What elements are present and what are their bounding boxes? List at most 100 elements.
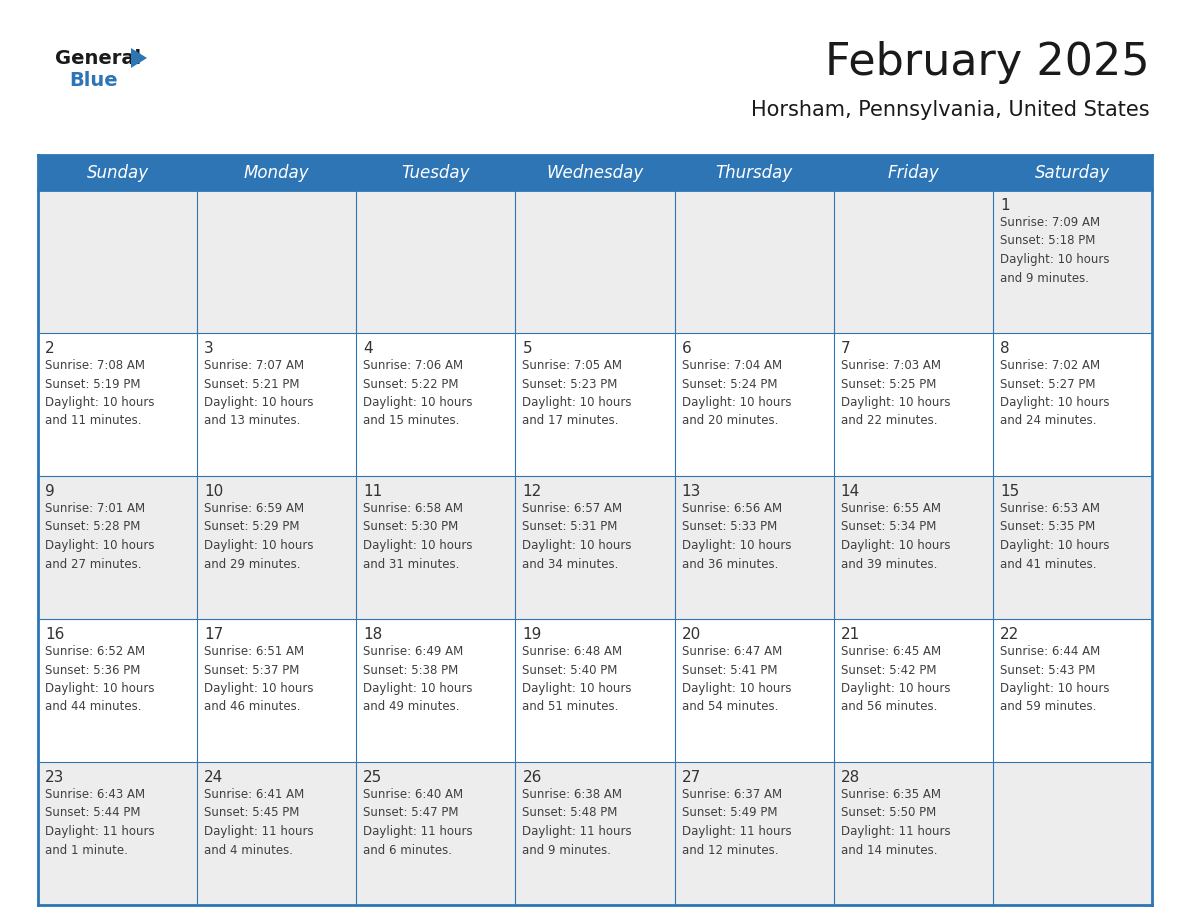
Text: Horsham, Pennsylvania, United States: Horsham, Pennsylvania, United States	[751, 100, 1150, 120]
Bar	[516, 619, 675, 762]
Text: 21: 21	[841, 627, 860, 642]
Bar	[38, 155, 197, 190]
Polygon shape	[131, 48, 147, 68]
Text: Sunrise: 6:40 AM
Sunset: 5:47 PM
Daylight: 11 hours
and 6 minutes.: Sunrise: 6:40 AM Sunset: 5:47 PM Dayligh…	[364, 788, 473, 856]
Bar	[356, 762, 516, 905]
Text: 22: 22	[1000, 627, 1019, 642]
Bar	[197, 155, 356, 190]
Bar	[38, 190, 197, 333]
Bar	[197, 333, 356, 476]
Text: 3: 3	[204, 341, 214, 356]
Text: Sunrise: 7:07 AM
Sunset: 5:21 PM
Daylight: 10 hours
and 13 minutes.: Sunrise: 7:07 AM Sunset: 5:21 PM Dayligh…	[204, 359, 314, 428]
Text: 8: 8	[1000, 341, 1010, 356]
Text: Sunrise: 6:48 AM
Sunset: 5:40 PM
Daylight: 10 hours
and 51 minutes.: Sunrise: 6:48 AM Sunset: 5:40 PM Dayligh…	[523, 645, 632, 713]
Bar	[675, 476, 834, 619]
Text: Sunrise: 6:41 AM
Sunset: 5:45 PM
Daylight: 11 hours
and 4 minutes.: Sunrise: 6:41 AM Sunset: 5:45 PM Dayligh…	[204, 788, 314, 856]
Text: Sunrise: 6:55 AM
Sunset: 5:34 PM
Daylight: 10 hours
and 39 minutes.: Sunrise: 6:55 AM Sunset: 5:34 PM Dayligh…	[841, 502, 950, 570]
Text: February 2025: February 2025	[826, 40, 1150, 84]
Text: Sunrise: 6:53 AM
Sunset: 5:35 PM
Daylight: 10 hours
and 41 minutes.: Sunrise: 6:53 AM Sunset: 5:35 PM Dayligh…	[1000, 502, 1110, 570]
Bar	[356, 190, 516, 333]
Bar	[675, 190, 834, 333]
Text: Sunrise: 7:04 AM
Sunset: 5:24 PM
Daylight: 10 hours
and 20 minutes.: Sunrise: 7:04 AM Sunset: 5:24 PM Dayligh…	[682, 359, 791, 428]
Text: 11: 11	[364, 484, 383, 499]
Text: Sunrise: 7:01 AM
Sunset: 5:28 PM
Daylight: 10 hours
and 27 minutes.: Sunrise: 7:01 AM Sunset: 5:28 PM Dayligh…	[45, 502, 154, 570]
Text: Sunrise: 6:59 AM
Sunset: 5:29 PM
Daylight: 10 hours
and 29 minutes.: Sunrise: 6:59 AM Sunset: 5:29 PM Dayligh…	[204, 502, 314, 570]
Bar	[993, 190, 1152, 333]
Bar	[993, 476, 1152, 619]
Bar	[993, 619, 1152, 762]
Text: Sunrise: 6:49 AM
Sunset: 5:38 PM
Daylight: 10 hours
and 49 minutes.: Sunrise: 6:49 AM Sunset: 5:38 PM Dayligh…	[364, 645, 473, 713]
Text: Sunrise: 6:57 AM
Sunset: 5:31 PM
Daylight: 10 hours
and 34 minutes.: Sunrise: 6:57 AM Sunset: 5:31 PM Dayligh…	[523, 502, 632, 570]
Text: General: General	[55, 49, 141, 68]
Text: 23: 23	[45, 770, 64, 785]
Bar	[516, 190, 675, 333]
Text: Sunrise: 7:03 AM
Sunset: 5:25 PM
Daylight: 10 hours
and 22 minutes.: Sunrise: 7:03 AM Sunset: 5:25 PM Dayligh…	[841, 359, 950, 428]
Text: Friday: Friday	[887, 163, 940, 182]
Bar	[834, 619, 993, 762]
Bar	[516, 476, 675, 619]
Text: 18: 18	[364, 627, 383, 642]
Bar	[834, 155, 993, 190]
Text: Sunrise: 7:06 AM
Sunset: 5:22 PM
Daylight: 10 hours
and 15 minutes.: Sunrise: 7:06 AM Sunset: 5:22 PM Dayligh…	[364, 359, 473, 428]
Text: 24: 24	[204, 770, 223, 785]
Text: 19: 19	[523, 627, 542, 642]
Bar	[197, 619, 356, 762]
Bar	[38, 619, 197, 762]
Text: Sunrise: 6:47 AM
Sunset: 5:41 PM
Daylight: 10 hours
and 54 minutes.: Sunrise: 6:47 AM Sunset: 5:41 PM Dayligh…	[682, 645, 791, 713]
Text: 9: 9	[45, 484, 55, 499]
Text: 6: 6	[682, 341, 691, 356]
Text: Sunrise: 6:37 AM
Sunset: 5:49 PM
Daylight: 11 hours
and 12 minutes.: Sunrise: 6:37 AM Sunset: 5:49 PM Dayligh…	[682, 788, 791, 856]
Bar	[356, 476, 516, 619]
Text: 16: 16	[45, 627, 64, 642]
Bar	[516, 762, 675, 905]
Bar	[834, 333, 993, 476]
Bar	[993, 155, 1152, 190]
Text: 2: 2	[45, 341, 55, 356]
Text: Sunrise: 6:43 AM
Sunset: 5:44 PM
Daylight: 11 hours
and 1 minute.: Sunrise: 6:43 AM Sunset: 5:44 PM Dayligh…	[45, 788, 154, 856]
Text: Sunrise: 7:02 AM
Sunset: 5:27 PM
Daylight: 10 hours
and 24 minutes.: Sunrise: 7:02 AM Sunset: 5:27 PM Dayligh…	[1000, 359, 1110, 428]
Bar	[675, 333, 834, 476]
Bar	[675, 155, 834, 190]
Text: Sunday: Sunday	[87, 163, 148, 182]
Text: 5: 5	[523, 341, 532, 356]
Text: 28: 28	[841, 770, 860, 785]
Text: Sunrise: 6:52 AM
Sunset: 5:36 PM
Daylight: 10 hours
and 44 minutes.: Sunrise: 6:52 AM Sunset: 5:36 PM Dayligh…	[45, 645, 154, 713]
Text: 4: 4	[364, 341, 373, 356]
Text: Sunrise: 6:35 AM
Sunset: 5:50 PM
Daylight: 11 hours
and 14 minutes.: Sunrise: 6:35 AM Sunset: 5:50 PM Dayligh…	[841, 788, 950, 856]
Bar	[834, 476, 993, 619]
Bar	[516, 333, 675, 476]
Text: 27: 27	[682, 770, 701, 785]
Text: 20: 20	[682, 627, 701, 642]
Bar	[197, 762, 356, 905]
Text: Sunrise: 6:58 AM
Sunset: 5:30 PM
Daylight: 10 hours
and 31 minutes.: Sunrise: 6:58 AM Sunset: 5:30 PM Dayligh…	[364, 502, 473, 570]
Text: Tuesday: Tuesday	[402, 163, 470, 182]
Text: 13: 13	[682, 484, 701, 499]
Text: 1: 1	[1000, 198, 1010, 213]
Text: 26: 26	[523, 770, 542, 785]
Text: 14: 14	[841, 484, 860, 499]
Text: Sunrise: 6:38 AM
Sunset: 5:48 PM
Daylight: 11 hours
and 9 minutes.: Sunrise: 6:38 AM Sunset: 5:48 PM Dayligh…	[523, 788, 632, 856]
Bar	[197, 190, 356, 333]
Text: 17: 17	[204, 627, 223, 642]
Bar	[356, 619, 516, 762]
Text: Sunrise: 6:56 AM
Sunset: 5:33 PM
Daylight: 10 hours
and 36 minutes.: Sunrise: 6:56 AM Sunset: 5:33 PM Dayligh…	[682, 502, 791, 570]
Text: 12: 12	[523, 484, 542, 499]
Text: Sunrise: 7:08 AM
Sunset: 5:19 PM
Daylight: 10 hours
and 11 minutes.: Sunrise: 7:08 AM Sunset: 5:19 PM Dayligh…	[45, 359, 154, 428]
Bar	[993, 333, 1152, 476]
Bar	[38, 762, 197, 905]
Text: 10: 10	[204, 484, 223, 499]
Text: Sunrise: 6:45 AM
Sunset: 5:42 PM
Daylight: 10 hours
and 56 minutes.: Sunrise: 6:45 AM Sunset: 5:42 PM Dayligh…	[841, 645, 950, 713]
Text: Sunrise: 7:09 AM
Sunset: 5:18 PM
Daylight: 10 hours
and 9 minutes.: Sunrise: 7:09 AM Sunset: 5:18 PM Dayligh…	[1000, 216, 1110, 285]
Text: 15: 15	[1000, 484, 1019, 499]
Bar	[993, 762, 1152, 905]
Bar	[516, 155, 675, 190]
Bar	[38, 476, 197, 619]
Text: 7: 7	[841, 341, 851, 356]
Text: Blue: Blue	[69, 71, 118, 89]
Text: Sunrise: 6:44 AM
Sunset: 5:43 PM
Daylight: 10 hours
and 59 minutes.: Sunrise: 6:44 AM Sunset: 5:43 PM Dayligh…	[1000, 645, 1110, 713]
Text: Sunrise: 6:51 AM
Sunset: 5:37 PM
Daylight: 10 hours
and 46 minutes.: Sunrise: 6:51 AM Sunset: 5:37 PM Dayligh…	[204, 645, 314, 713]
Text: 25: 25	[364, 770, 383, 785]
Bar	[356, 155, 516, 190]
Text: Thursday: Thursday	[715, 163, 792, 182]
Bar	[197, 476, 356, 619]
